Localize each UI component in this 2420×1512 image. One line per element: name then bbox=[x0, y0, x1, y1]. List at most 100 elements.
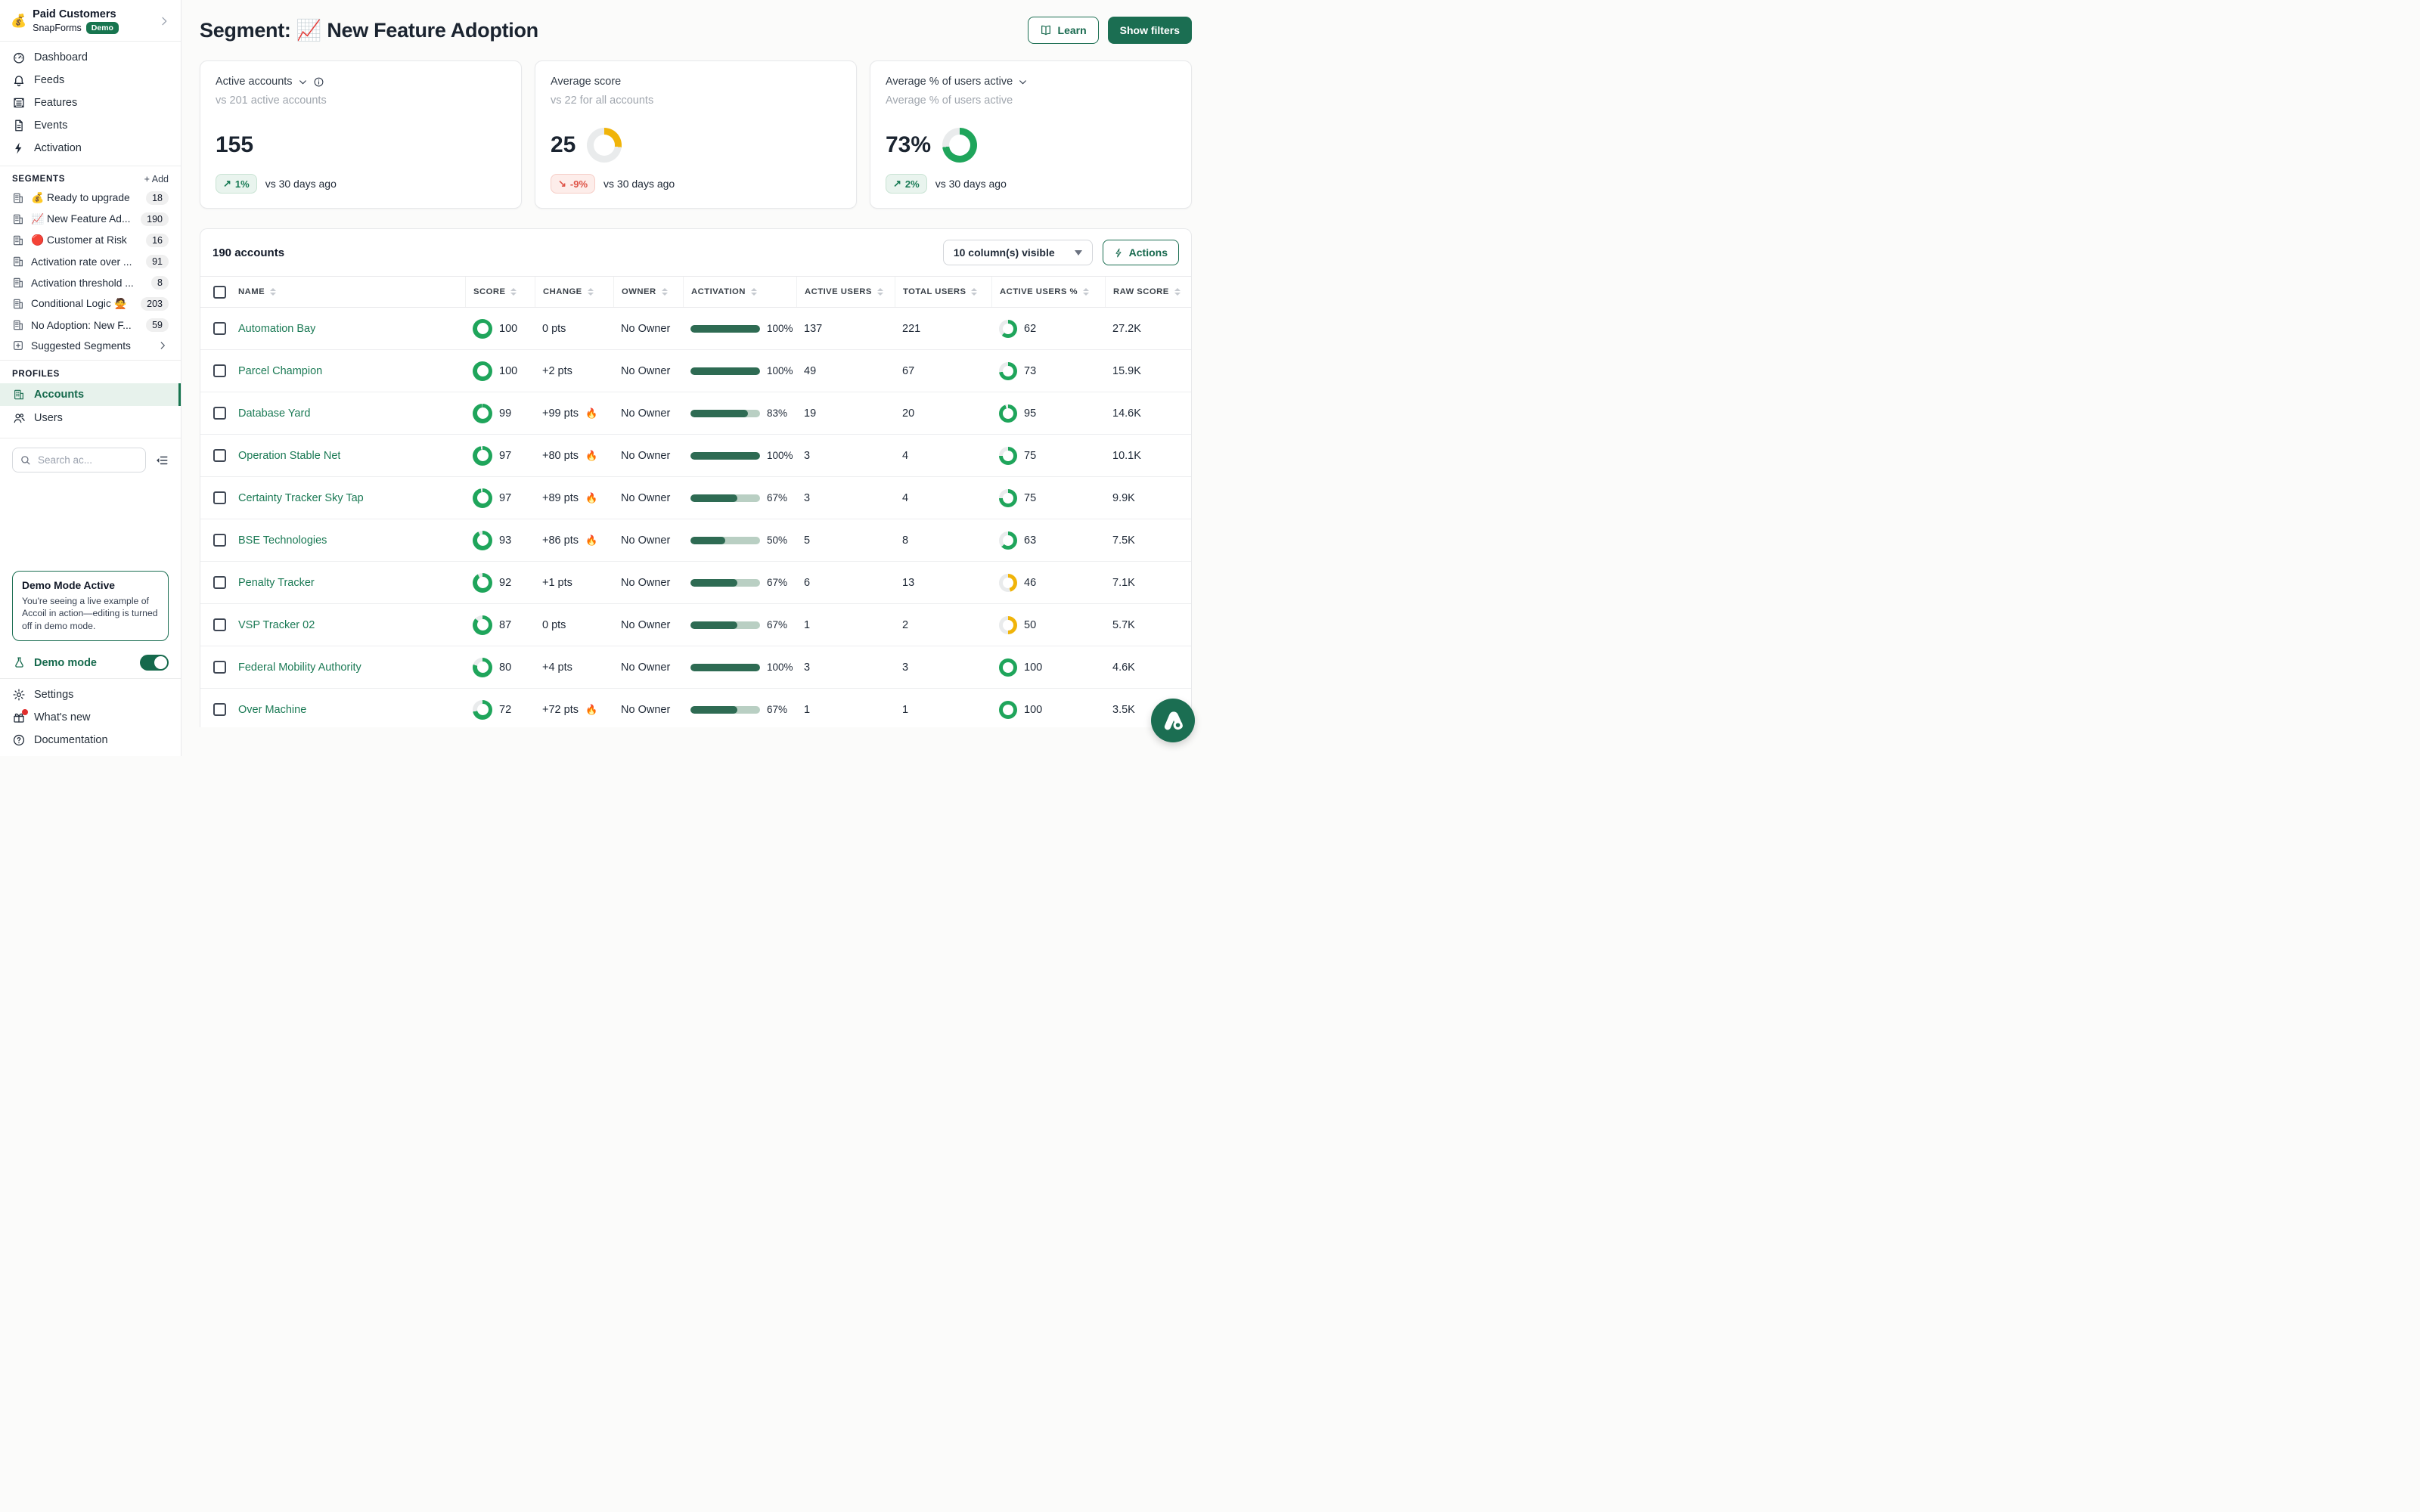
column-header-total-users[interactable]: TOTAL USERS bbox=[895, 277, 999, 307]
learn-button[interactable]: Learn bbox=[1028, 17, 1099, 44]
activation-bar bbox=[690, 410, 760, 417]
row-checkbox[interactable] bbox=[213, 534, 226, 547]
row-checkbox[interactable] bbox=[213, 618, 226, 631]
flask-icon bbox=[12, 656, 26, 669]
active-users-value: 3 bbox=[804, 450, 810, 462]
name-cell: VSP Tracker 02 bbox=[238, 619, 473, 631]
active-users-value: 5 bbox=[804, 534, 810, 547]
columns-visible-dropdown[interactable]: 10 column(s) visible bbox=[943, 240, 1093, 265]
sidebar-segment-ready-to-upgrade[interactable]: 💰 Ready to upgrade18 bbox=[0, 187, 181, 209]
org-switcher[interactable]: 💰 Paid Customers SnapForms Demo bbox=[0, 0, 181, 42]
row-checkbox[interactable] bbox=[213, 407, 226, 420]
active-users-value: 19 bbox=[804, 407, 816, 420]
sidebar-segment-conditional-logic[interactable]: Conditional Logic 🙅203 bbox=[0, 293, 181, 314]
sidebar-item-users[interactable]: Users bbox=[0, 406, 181, 430]
sidebar-item-suggested-segments[interactable]: Suggested Segments bbox=[0, 336, 181, 355]
score-donut bbox=[473, 361, 492, 381]
sidebar-item-events[interactable]: Events bbox=[0, 114, 181, 137]
account-link[interactable]: Federal Mobility Authority bbox=[238, 662, 361, 674]
change-cell: +72 pts🔥 bbox=[542, 704, 621, 716]
column-header-owner[interactable]: OWNER bbox=[613, 277, 690, 307]
sidebar-segment-no-adoption-new-f[interactable]: No Adoption: New F...59 bbox=[0, 314, 181, 336]
sidebar-item-settings[interactable]: Settings bbox=[0, 683, 181, 706]
raw-score-value: 7.1K bbox=[1112, 577, 1135, 589]
active-users-cell: 1 bbox=[804, 619, 902, 631]
sidebar-item-feeds[interactable]: Feeds bbox=[0, 69, 181, 91]
sidebar-item-label: Features bbox=[34, 97, 77, 109]
active-pct-donut bbox=[999, 320, 1017, 338]
account-link[interactable]: Operation Stable Net bbox=[238, 450, 340, 462]
collapse-sidebar-icon[interactable] bbox=[155, 454, 169, 467]
trend-value: -9% bbox=[570, 178, 588, 190]
activation-percent: 50% bbox=[767, 534, 787, 546]
row-checkbox[interactable] bbox=[213, 576, 226, 589]
chevron-down-icon[interactable] bbox=[1018, 77, 1028, 87]
column-header-raw-score[interactable]: RAW SCORE bbox=[1105, 277, 1191, 307]
row-checkbox[interactable] bbox=[213, 449, 226, 462]
sidebar-item-dashboard[interactable]: Dashboard bbox=[0, 46, 181, 69]
sidebar-item-what-s-new[interactable]: What's new bbox=[0, 706, 181, 729]
account-link[interactable]: Database Yard bbox=[238, 407, 310, 420]
sidebar-segment-activation-threshold[interactable]: Activation threshold ...8 bbox=[0, 272, 181, 293]
sidebar-segment-new-feature-ad[interactable]: 📈 New Feature Ad...190 bbox=[0, 209, 181, 230]
sidebar-item-activation[interactable]: Activation bbox=[0, 137, 181, 160]
column-header-label: TOTAL USERS bbox=[903, 287, 966, 296]
account-link[interactable]: Automation Bay bbox=[238, 323, 315, 335]
score-cell: 97 bbox=[473, 446, 542, 466]
account-link[interactable]: BSE Technologies bbox=[238, 534, 327, 547]
chevron-right-icon bbox=[157, 340, 169, 351]
active-users-pct-cell: 75 bbox=[999, 447, 1112, 465]
show-filters-button[interactable]: Show filters bbox=[1108, 17, 1192, 44]
account-link[interactable]: Over Machine bbox=[238, 704, 306, 716]
info-icon[interactable] bbox=[313, 76, 324, 88]
active-pct-donut bbox=[999, 404, 1017, 423]
row-checkbox-cell bbox=[200, 364, 238, 377]
demo-badge: Demo bbox=[86, 22, 119, 34]
fire-emoji: 🔥 bbox=[585, 407, 597, 420]
row-checkbox[interactable] bbox=[213, 364, 226, 377]
badge-suffix: vs 30 days ago bbox=[603, 178, 675, 190]
row-checkbox[interactable] bbox=[213, 491, 226, 504]
column-header-active-users[interactable]: ACTIVE USERS % bbox=[991, 277, 1112, 307]
row-checkbox[interactable] bbox=[213, 322, 226, 335]
card-subtitle: Average % of users active bbox=[886, 94, 1176, 107]
select-all-checkbox[interactable] bbox=[213, 286, 226, 299]
column-header-name[interactable]: NAME bbox=[238, 277, 473, 307]
sidebar-item-features[interactable]: Features bbox=[0, 91, 181, 114]
sidebar-item-accounts[interactable]: Accounts bbox=[0, 383, 181, 406]
active-pct-donut bbox=[999, 489, 1017, 507]
owner-cell: No Owner bbox=[621, 450, 690, 462]
change-cell: 0 pts bbox=[542, 323, 621, 335]
account-link[interactable]: VSP Tracker 02 bbox=[238, 619, 315, 631]
sidebar-segment-activation-rate-over[interactable]: Activation rate over ...91 bbox=[0, 251, 181, 272]
raw-score-value: 14.6K bbox=[1112, 407, 1141, 420]
column-header-score[interactable]: SCORE bbox=[465, 277, 542, 307]
active-pct-value: 46 bbox=[1024, 577, 1036, 589]
demo-mode-toggle[interactable] bbox=[140, 655, 169, 671]
sidebar-item-documentation[interactable]: Documentation bbox=[0, 729, 181, 751]
add-segment-button[interactable]: + Add bbox=[144, 174, 169, 184]
segment-label: Conditional Logic 🙅 bbox=[31, 298, 134, 310]
badge-suffix: vs 30 days ago bbox=[935, 178, 1007, 190]
search-input[interactable] bbox=[36, 454, 138, 466]
column-header-activation[interactable]: ACTIVATION bbox=[683, 277, 804, 307]
active-users-cell: 3 bbox=[804, 662, 902, 674]
account-link[interactable]: Parcel Champion bbox=[238, 365, 322, 377]
row-checkbox[interactable] bbox=[213, 703, 226, 716]
chat-launcher-button[interactable] bbox=[1151, 699, 1195, 742]
actions-button[interactable]: Actions bbox=[1103, 240, 1179, 265]
sidebar-segment-customer-at-risk[interactable]: 🔴 Customer at Risk16 bbox=[0, 230, 181, 251]
column-header-active-users[interactable]: ACTIVE USERS bbox=[796, 277, 902, 307]
account-link[interactable]: Certainty Tracker Sky Tap bbox=[238, 492, 364, 504]
row-checkbox-cell bbox=[200, 661, 238, 674]
score-donut bbox=[473, 700, 492, 720]
row-checkbox[interactable] bbox=[213, 661, 226, 674]
name-cell: Certainty Tracker Sky Tap bbox=[238, 492, 473, 504]
sidebar-item-label: Documentation bbox=[34, 734, 108, 746]
column-header-change[interactable]: CHANGE bbox=[535, 277, 621, 307]
chevron-down-icon[interactable] bbox=[298, 77, 308, 87]
account-link[interactable]: Penalty Tracker bbox=[238, 577, 315, 589]
activation-percent: 67% bbox=[767, 577, 787, 588]
trend-down-icon: ↘ bbox=[558, 178, 566, 190]
accounts-table-card: 190 accounts 10 column(s) visible Action… bbox=[200, 228, 1192, 727]
